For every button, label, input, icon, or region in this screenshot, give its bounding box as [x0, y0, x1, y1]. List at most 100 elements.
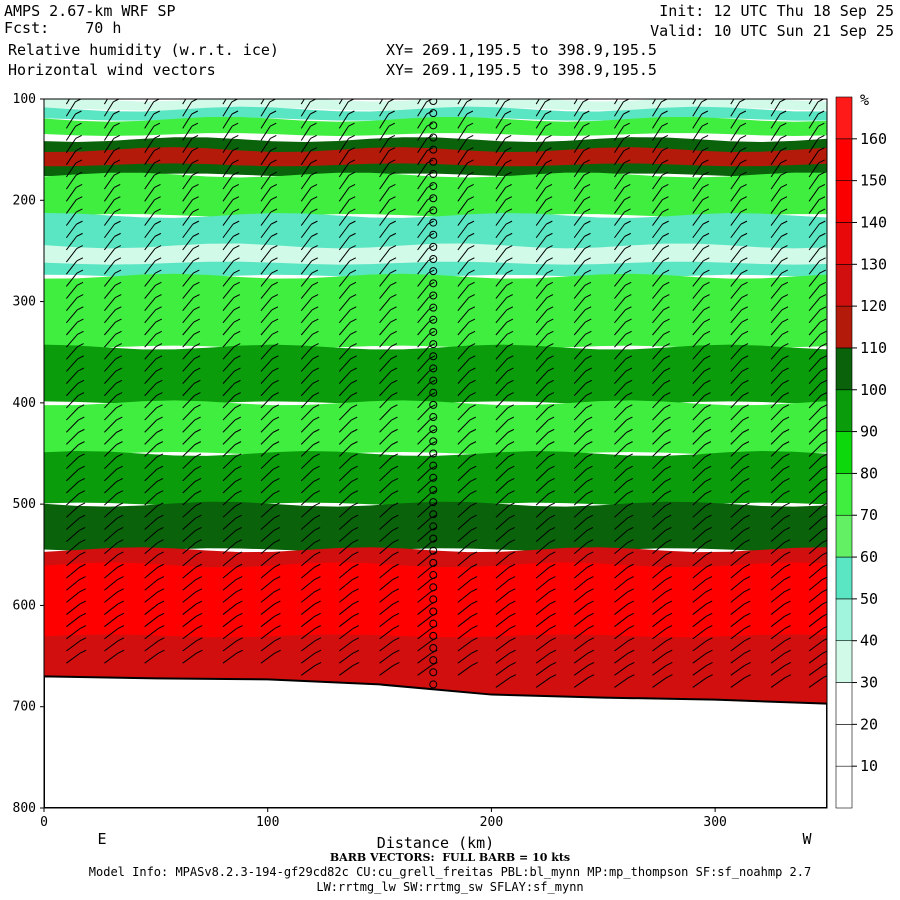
calm-wind-marker — [429, 449, 438, 458]
wind-barb — [300, 493, 315, 506]
wind-barb — [417, 211, 429, 226]
wind-barb — [652, 297, 664, 312]
wind-barb-flag — [743, 514, 750, 519]
wind-barb — [573, 419, 587, 433]
wind-barb-flag — [782, 392, 790, 397]
wind-barb — [222, 125, 233, 141]
calm-wind-marker — [429, 571, 438, 580]
wind-barb — [144, 468, 158, 482]
wind-barb-flag — [75, 87, 81, 90]
wind-barb-flag — [273, 477, 280, 482]
wind-barb-flag — [741, 257, 748, 262]
wind-barb — [66, 468, 80, 482]
wind-barb-flag — [349, 294, 357, 299]
wind-barb — [379, 113, 390, 129]
wind-barb — [182, 652, 197, 664]
wind-barb-flag — [76, 220, 83, 225]
wind-barb — [495, 493, 509, 506]
wind-barb-flag — [587, 674, 595, 679]
wind-barb — [770, 174, 782, 190]
wind-barb-flag — [234, 392, 241, 397]
wind-barb — [535, 640, 551, 652]
wind-barb — [535, 419, 549, 433]
wind-barb-flag — [312, 330, 319, 335]
wind-barb-flag — [665, 563, 672, 568]
wind-barb-flag — [272, 355, 279, 360]
wind-barb — [222, 456, 236, 470]
wind-barb-flag — [234, 428, 242, 433]
wind-barb-flag — [272, 441, 280, 446]
wind-barb-flag — [623, 159, 631, 164]
wind-barb-flag — [469, 355, 476, 360]
wind-barb — [770, 370, 783, 384]
wind-barb-flag — [784, 625, 791, 630]
wind-barb-flag — [547, 428, 555, 433]
wind-barb — [300, 517, 315, 530]
wind-barb — [182, 321, 195, 336]
wind-barb-flag — [154, 196, 161, 201]
wind-barb — [260, 346, 273, 360]
wind-barb — [573, 628, 589, 640]
wind-barb — [66, 383, 79, 397]
wind-barb-flag — [314, 661, 322, 666]
wind-barb-flag — [350, 367, 358, 372]
wind-barb — [457, 432, 471, 445]
wind-barb-flag — [471, 637, 478, 642]
wind-barb — [379, 383, 392, 397]
valid-time: Valid: 10 UTC Sun 21 Sep 25 — [650, 22, 894, 40]
wind-barb-flag — [742, 367, 749, 372]
wind-barb-flag — [701, 135, 709, 139]
wind-barb — [808, 517, 823, 530]
calm-wind-marker — [429, 352, 438, 361]
wind-barb-flag — [155, 294, 162, 299]
wind-barb-flag — [509, 674, 517, 679]
wind-barb — [652, 285, 664, 299]
wind-barb — [182, 419, 195, 433]
wind-barb — [457, 346, 470, 360]
wind-barb-flag — [469, 404, 476, 409]
wind-barb — [65, 334, 78, 348]
wind-barb — [808, 260, 820, 275]
wind-barb-flag — [391, 453, 399, 458]
wind-barb — [379, 419, 392, 433]
wind-barb — [417, 591, 432, 603]
wind-barb-flag — [430, 563, 437, 568]
wind-barb — [222, 370, 235, 384]
wind-barb-flag — [310, 196, 318, 201]
wind-barb — [182, 174, 193, 190]
wind-barb-flag — [350, 404, 358, 409]
wind-barb-flag — [702, 159, 709, 164]
wind-barb-flag — [627, 625, 635, 630]
wind-barb-flag — [313, 428, 320, 433]
wind-barb — [457, 334, 470, 348]
calm-wind-marker — [429, 534, 438, 543]
wind-barb — [495, 223, 507, 239]
wind-barb-flag — [194, 416, 201, 421]
wind-barb — [300, 174, 312, 190]
wind-barb-flag — [739, 135, 747, 139]
wind-barb — [222, 236, 234, 251]
wind-barb-flag — [742, 453, 750, 458]
wind-barb-flag — [78, 465, 85, 470]
wind-barb — [182, 211, 194, 226]
wind-barb — [65, 248, 78, 263]
wind-barb — [614, 187, 625, 202]
wind-barb-flag — [466, 122, 474, 127]
wind-barb-flag — [78, 527, 86, 531]
wind-barb-flag — [741, 306, 748, 311]
wind-barb-flag — [784, 661, 792, 666]
layer-mid_green_2 — [44, 400, 827, 455]
wind-barb — [770, 652, 786, 664]
wind-barb-flag — [390, 306, 397, 311]
wind-barb — [379, 272, 391, 287]
wind-barb — [338, 211, 350, 226]
wind-barb — [338, 395, 352, 409]
wind-barb — [652, 456, 666, 470]
wind-barb — [379, 223, 391, 239]
wind-barb — [144, 321, 157, 336]
wind-barb — [614, 174, 625, 190]
wind-barb — [730, 248, 742, 263]
wind-barb — [222, 419, 236, 433]
wind-barb-flag — [703, 306, 710, 311]
wind-barb-flag — [392, 600, 400, 605]
